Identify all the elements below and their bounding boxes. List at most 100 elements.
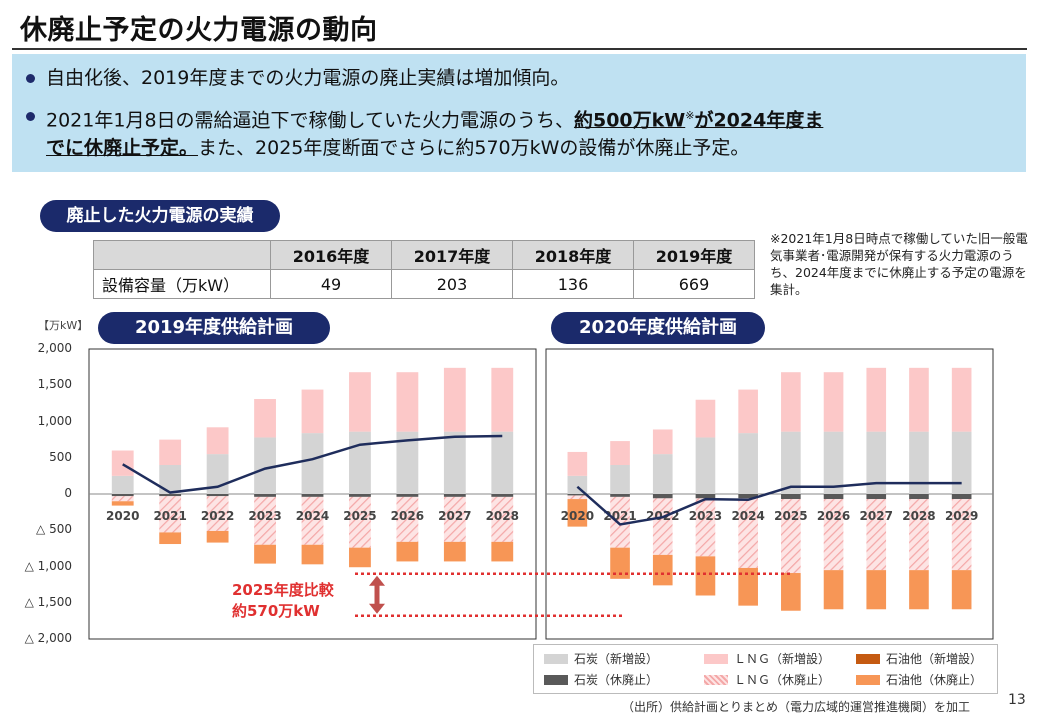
bar-segment-lng-retire bbox=[301, 496, 324, 545]
net-change-line bbox=[122, 434, 503, 494]
comparison-arrow-head-up bbox=[369, 575, 385, 586]
x-tick-label: 2025 bbox=[343, 509, 376, 523]
bar-segment-coal-retire bbox=[396, 494, 419, 497]
legend-swatch bbox=[544, 654, 568, 664]
bar-segment-lng-retire bbox=[738, 498, 758, 568]
bar-segment-lng-retire bbox=[781, 499, 801, 574]
x-tick-label: 2020 bbox=[106, 509, 139, 523]
table-cell: 203 bbox=[391, 269, 513, 299]
bar-segment-coal-retire bbox=[866, 494, 887, 500]
chart-legend: 石炭（新増設） ＬＮＧ（新増設） 石油他（新増設） 石炭（休廃止） ＬＮＧ（休廃… bbox=[533, 644, 998, 694]
legend-swatch bbox=[704, 654, 728, 664]
legend-swatch bbox=[856, 654, 880, 664]
bar-segment-coal-new bbox=[652, 454, 673, 494]
bar-segment-lng-new bbox=[909, 367, 929, 432]
bar-segment-coal-retire bbox=[695, 494, 716, 499]
bar-segment-lng-new bbox=[491, 367, 514, 432]
y-tick-label: △ 2,000 bbox=[24, 631, 72, 645]
x-tick-label: 2027 bbox=[860, 509, 893, 523]
x-tick-label: 2028 bbox=[902, 509, 935, 523]
summary-bullet-2: 2021年1月8日の需給逼迫下で稼働していた火力電源のうち、約500万kW※が2… bbox=[46, 102, 1006, 162]
y-tick-label: 2,000 bbox=[37, 341, 72, 355]
bar-segment-lng-retire bbox=[491, 496, 514, 542]
bar-segment-lng-retire bbox=[206, 496, 229, 531]
bar-segment-lng-new bbox=[781, 372, 801, 432]
bar-segment-lng-new bbox=[111, 450, 134, 476]
bar-segment-oil-retire bbox=[695, 556, 716, 596]
x-tick-label: 2020 bbox=[561, 509, 594, 523]
bar-segment-oil-retire bbox=[491, 541, 514, 562]
legend-label: ＬＮＧ（新増設） bbox=[734, 652, 831, 666]
bar-segment-oil-retire bbox=[951, 570, 972, 610]
bar-segment-coal-new bbox=[866, 431, 887, 494]
bar-segment-coal-retire bbox=[738, 494, 758, 499]
y-tick-label: 1,500 bbox=[37, 377, 72, 392]
bar-segment-coal-retire bbox=[254, 494, 276, 497]
x-tick-label: 2028 bbox=[486, 509, 519, 523]
summary-bullet-1: 自由化後、2019年度までの火力電源の廃止実績は増加傾向。 bbox=[46, 67, 570, 89]
bar-segment-oil-retire bbox=[567, 499, 588, 527]
bar-segment-lng-new bbox=[349, 372, 371, 432]
bar-segment-lng-retire bbox=[443, 496, 466, 542]
x-tick-label: 2026 bbox=[391, 509, 424, 523]
bar-segment-coal-retire bbox=[491, 494, 514, 497]
x-tick-label: 2023 bbox=[248, 509, 281, 523]
legend-label: 石炭（新増設） bbox=[574, 652, 659, 666]
bar-segment-coal-retire bbox=[567, 494, 588, 496]
y-tick-label: 500 bbox=[49, 449, 72, 464]
bar-segment-lng-new bbox=[567, 451, 588, 476]
bar-segment-lng-new bbox=[254, 399, 276, 438]
table-cell: 669 bbox=[633, 269, 755, 299]
page-number: 13 bbox=[1008, 692, 1026, 708]
bar-segment-coal-new bbox=[254, 437, 276, 494]
bar-segment-lng-retire bbox=[695, 498, 716, 557]
summary-bullet-2-strong2: が2024年度ま bbox=[694, 109, 824, 132]
y-tick-label: △ 1,500 bbox=[24, 594, 72, 609]
comparison-arrow-head-down bbox=[369, 603, 385, 614]
bar-segment-lng-new bbox=[301, 389, 324, 434]
legend-label: 石油他（休廃止） bbox=[886, 673, 983, 687]
footnote-mark: ※ bbox=[685, 109, 695, 122]
bar-segment-oil-retire bbox=[301, 544, 324, 565]
x-tick-label: 2023 bbox=[689, 509, 722, 523]
y-tick-label: 0 bbox=[64, 486, 72, 500]
legend-label: 石炭（休廃止） bbox=[574, 673, 659, 687]
bar-segment-coal-new bbox=[610, 465, 630, 494]
annotation-line1: 2025年度比較 bbox=[232, 581, 334, 599]
chart-title-2019: 2019年度供給計画 bbox=[98, 312, 330, 344]
legend-label: ＬＮＧ（休廃止） bbox=[734, 673, 831, 687]
table-header: 2017年度 bbox=[391, 240, 513, 270]
summary-bullet-2-post: また、2025年度断面でさらに約570万kWの設備が休廃止予定。 bbox=[198, 137, 750, 160]
bar-segment-coal-new bbox=[349, 431, 371, 494]
bar-segment-lng-new bbox=[610, 441, 630, 465]
bar-segment-lng-retire bbox=[951, 499, 972, 571]
bar-segment-coal-retire bbox=[443, 494, 466, 497]
table-header: 2019年度 bbox=[633, 240, 755, 270]
bar-segment-lng-new bbox=[866, 367, 887, 432]
x-tick-label: 2024 bbox=[296, 509, 329, 523]
bar-segment-coal-retire bbox=[301, 494, 324, 497]
bar-segment-oil-retire bbox=[111, 501, 134, 506]
bar-segment-oil-retire bbox=[254, 544, 276, 564]
bar-segment-coal-retire bbox=[206, 494, 229, 497]
bar-segment-oil-retire bbox=[610, 547, 630, 579]
x-tick-label: 2026 bbox=[817, 509, 850, 523]
bar-segment-coal-new bbox=[909, 431, 929, 494]
bar-segment-coal-retire bbox=[159, 494, 182, 497]
bar-segment-oil-retire bbox=[823, 570, 844, 610]
bar-segment-lng-retire bbox=[111, 496, 134, 502]
bar-segment-lng-retire bbox=[909, 499, 929, 571]
bar-segment-lng-new bbox=[159, 439, 182, 465]
y-tick-label: △ 500 bbox=[36, 522, 72, 537]
bar-segment-lng-new bbox=[443, 367, 466, 432]
bar-segment-lng-retire bbox=[349, 496, 371, 548]
bar-segment-coal-new bbox=[738, 433, 758, 494]
bar-segment-coal-retire bbox=[909, 494, 929, 500]
table-cell: 49 bbox=[270, 269, 392, 299]
net-change-line bbox=[576, 481, 962, 526]
bar-segment-coal-retire bbox=[111, 494, 134, 497]
table-header: 2016年度 bbox=[270, 240, 392, 270]
bar-segment-coal-new bbox=[206, 454, 229, 494]
bar-segment-lng-retire bbox=[254, 496, 276, 545]
retired-capacity-table: 2016年度 2017年度 2018年度 2019年度 設備容量（万kW） 49… bbox=[93, 240, 755, 299]
